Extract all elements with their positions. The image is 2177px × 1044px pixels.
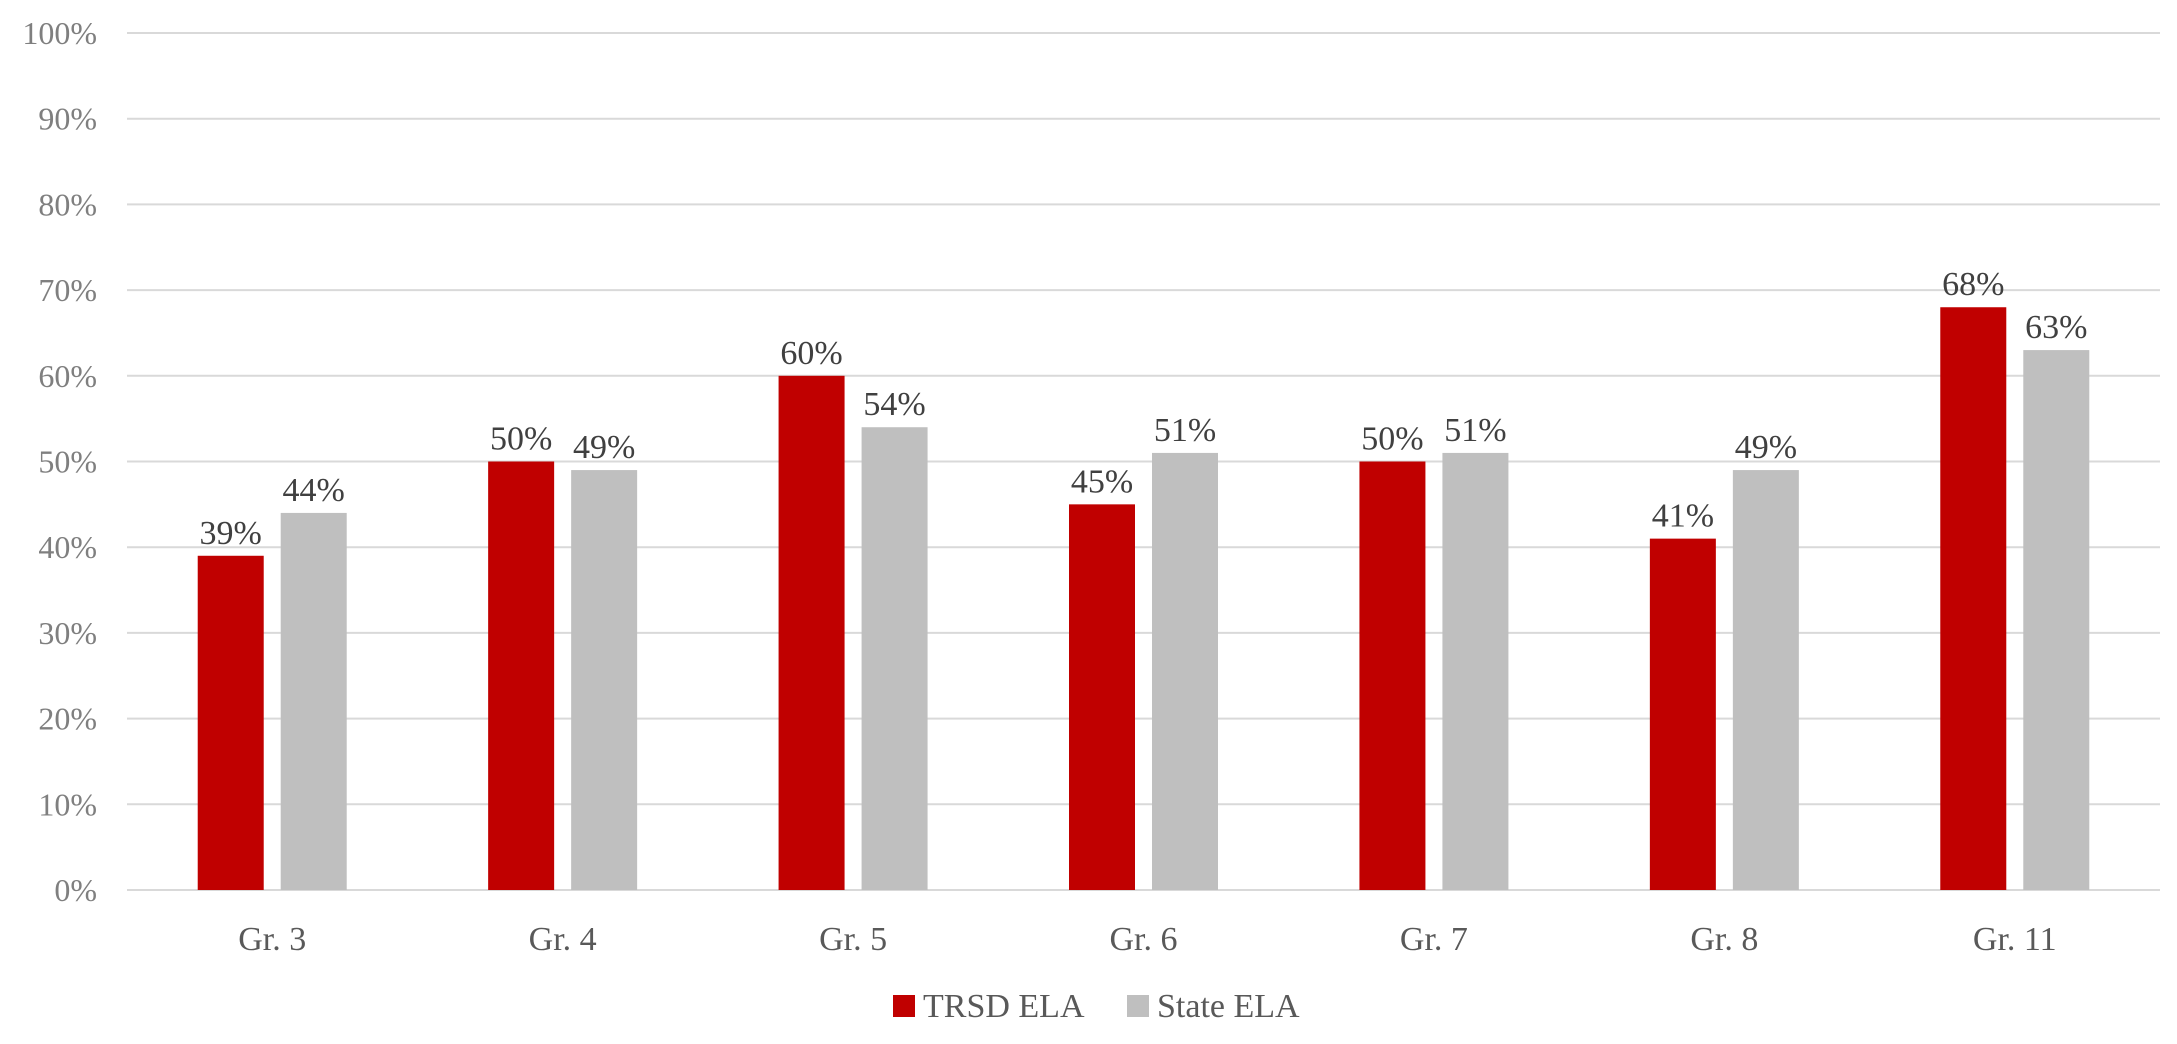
x-category-label: Gr. 5 — [819, 921, 887, 958]
y-tick-label: 40% — [38, 529, 97, 565]
bar-state-5 — [1732, 470, 1799, 890]
data-label: 45% — [1071, 463, 1133, 500]
x-category-label: Gr. 11 — [1973, 921, 2057, 958]
legend-label: State ELA — [1157, 988, 1300, 1025]
x-category-label: Gr. 6 — [1110, 921, 1178, 958]
y-tick-label: 50% — [38, 444, 97, 480]
y-tick-label: 60% — [38, 358, 97, 394]
data-label: 50% — [490, 421, 552, 458]
data-label: 49% — [1735, 429, 1797, 466]
data-label: 41% — [1652, 498, 1714, 535]
bar-state-0 — [280, 512, 347, 890]
legend-swatch — [1127, 995, 1149, 1017]
x-category-label: Gr. 3 — [238, 921, 306, 958]
y-tick-label: 70% — [38, 272, 97, 308]
bar-state-1 — [571, 470, 638, 890]
bars — [197, 307, 2090, 891]
data-label: 39% — [200, 515, 262, 552]
x-category-label: Gr. 7 — [1400, 921, 1468, 958]
data-label: 63% — [2025, 309, 2087, 346]
data-labels: 39% 44% 50% 49% 60% 54% 45% 51% 50% 51% 41% 49% 68% 6… — [200, 266, 2088, 552]
legend-swatch — [893, 995, 915, 1017]
bar-trsd-6 — [1940, 307, 2007, 890]
bar-state-3 — [1152, 452, 1218, 890]
data-label: 51% — [1444, 412, 1506, 449]
y-tick-label: 0% — [54, 872, 97, 908]
data-label: 51% — [1154, 412, 1216, 449]
y-tick-label: 10% — [38, 786, 97, 822]
bar-trsd-4 — [1359, 461, 1426, 890]
bar-state-4 — [1442, 452, 1509, 890]
data-label: 49% — [573, 429, 635, 466]
y-tick-label: 90% — [38, 101, 97, 137]
x-axis-category-labels: Gr. 3 Gr. 4 Gr. 5 Gr. 6 Gr. 7 Gr. 8 Gr. 11 — [238, 921, 2056, 958]
data-label: 44% — [283, 472, 345, 509]
y-tick-label: 80% — [38, 186, 97, 222]
bar-trsd-3 — [1069, 504, 1135, 890]
y-axis-tick-labels: 0% 10% 20% 30% 40% 50% 60% 70% 80% 90% 100% — [22, 15, 97, 908]
bar-trsd-2 — [778, 375, 845, 890]
data-label: 60% — [780, 335, 842, 372]
gridlines — [127, 32, 2160, 891]
x-category-label: Gr. 4 — [529, 921, 597, 958]
x-category-label: Gr. 8 — [1690, 921, 1758, 958]
data-label: 68% — [1942, 266, 2004, 303]
bar-trsd-0 — [197, 555, 264, 890]
bar-state-6 — [2023, 350, 2090, 891]
data-label: 54% — [863, 386, 925, 423]
y-tick-label: 100% — [22, 15, 97, 51]
legend-label: TRSD ELA — [923, 988, 1085, 1025]
bar-trsd-5 — [1649, 538, 1716, 890]
y-tick-label: 30% — [38, 615, 97, 651]
bar-state-2 — [861, 427, 928, 890]
data-label: 50% — [1361, 421, 1423, 458]
y-tick-label: 20% — [38, 701, 97, 737]
bar-trsd-1 — [488, 461, 555, 890]
legend: TRSD ELA State ELA — [893, 988, 1300, 1025]
